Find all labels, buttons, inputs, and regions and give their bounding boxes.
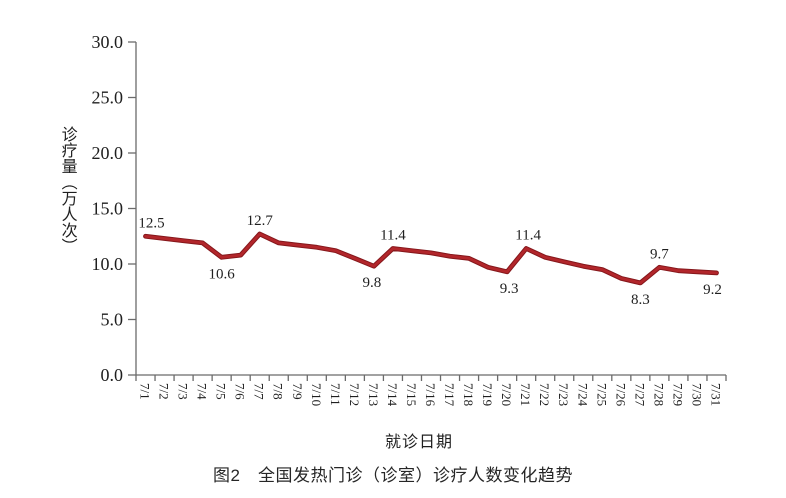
x-axis-title: 就诊日期 xyxy=(385,434,454,451)
x-tick-label: 7/2 xyxy=(157,383,172,400)
x-tick-label: 7/29 xyxy=(670,383,685,406)
data-label: 9.8 xyxy=(363,275,382,291)
x-tick-label: 7/3 xyxy=(176,383,191,400)
data-label: 12.7 xyxy=(247,213,274,229)
data-label: 11.4 xyxy=(380,227,406,243)
x-tick-label: 7/5 xyxy=(214,383,229,400)
x-tick-label: 7/13 xyxy=(366,383,381,406)
x-tick-label: 7/12 xyxy=(347,383,362,406)
data-label: 10.6 xyxy=(209,266,236,282)
y-tick-label: 25.0 xyxy=(92,88,124,108)
data-label: 9.7 xyxy=(650,246,669,262)
x-tick-label: 7/25 xyxy=(594,383,609,406)
y-tick-label: 15.0 xyxy=(92,199,124,219)
chart-caption: 图2 全国发热门诊（诊室）诊疗人数变化趋势 xyxy=(213,466,573,485)
x-tick-label: 7/7 xyxy=(252,383,267,400)
x-tick-label: 7/18 xyxy=(461,383,476,406)
x-tick-label: 7/6 xyxy=(233,383,248,400)
x-tick-label: 7/28 xyxy=(651,383,666,406)
x-tick-label: 7/10 xyxy=(309,383,324,406)
x-tick-label: 7/21 xyxy=(518,383,533,406)
data-label: 12.5 xyxy=(138,215,164,231)
series-line xyxy=(144,232,718,285)
data-label: 9.3 xyxy=(500,281,519,297)
x-tick-label: 7/23 xyxy=(556,383,571,406)
data-label: 9.2 xyxy=(703,282,722,298)
x-tick-label: 7/16 xyxy=(423,383,438,407)
x-tick-label: 7/27 xyxy=(632,383,647,407)
x-tick-label: 7/8 xyxy=(271,383,286,400)
y-axis-title: 诊疗量（万人次） xyxy=(58,126,76,254)
x-tick-label: 7/11 xyxy=(328,383,343,406)
data-label: 8.3 xyxy=(631,292,650,308)
x-tick-label: 7/24 xyxy=(575,383,590,407)
y-tick-label: 20.0 xyxy=(92,143,124,163)
x-tick-label: 7/17 xyxy=(442,383,457,407)
y-tick-label: 5.0 xyxy=(101,310,124,330)
x-tick-label: 7/22 xyxy=(537,383,552,406)
x-tick-label: 7/20 xyxy=(499,383,514,406)
x-tick-label: 7/14 xyxy=(385,383,400,407)
x-tick-label: 7/19 xyxy=(480,383,495,406)
x-tick-label: 7/26 xyxy=(613,383,628,407)
x-tick-label: 7/4 xyxy=(195,383,210,400)
data-label: 11.4 xyxy=(515,227,541,243)
y-tick-label: 30.0 xyxy=(92,32,124,52)
x-tick-label: 7/9 xyxy=(290,383,305,400)
y-tick-label: 0.0 xyxy=(101,365,124,385)
x-tick-label: 7/31 xyxy=(708,383,723,406)
x-tick-label: 7/15 xyxy=(404,383,419,406)
x-tick-label: 7/1 xyxy=(138,383,153,400)
x-tick-label: 7/30 xyxy=(689,383,704,406)
y-tick-label: 10.0 xyxy=(92,254,124,274)
